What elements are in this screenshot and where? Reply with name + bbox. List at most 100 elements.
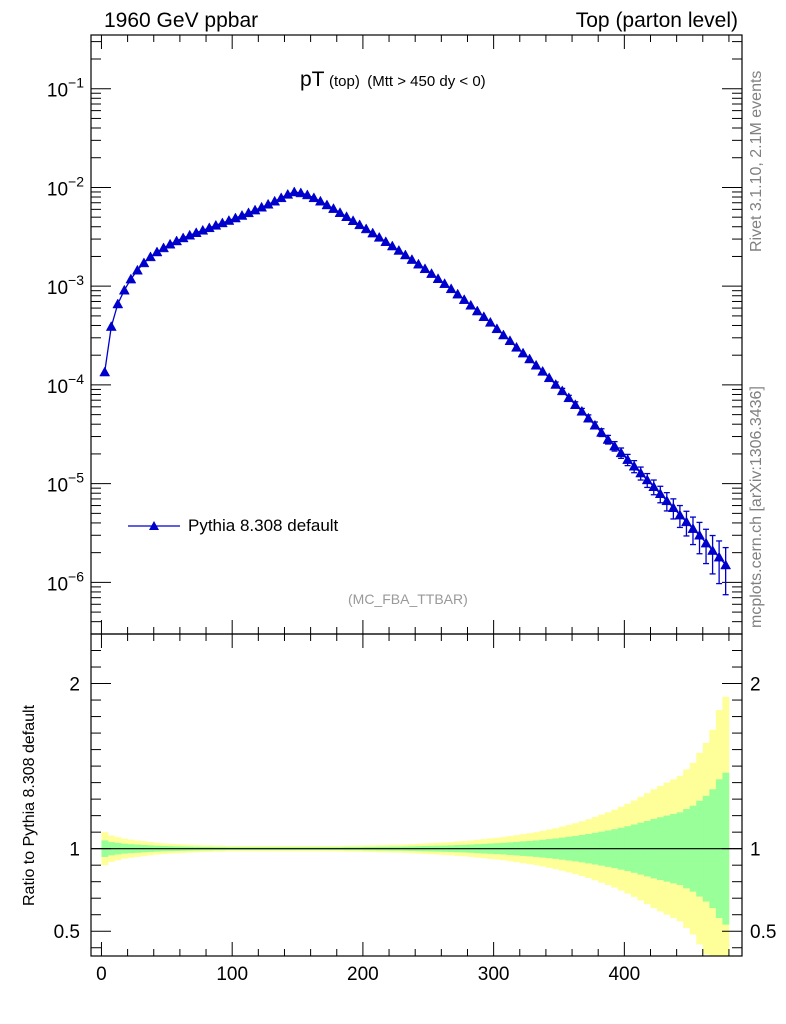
data-point [648, 481, 660, 492]
data-point [465, 299, 477, 310]
data-point [491, 323, 503, 334]
data-point [360, 223, 372, 234]
data-point [622, 454, 634, 464]
data-point [373, 231, 385, 242]
data-point [524, 353, 535, 364]
data-point [569, 399, 581, 409]
data-point [537, 365, 549, 376]
data-point [543, 372, 555, 383]
data-point [321, 199, 333, 210]
data-point [687, 523, 699, 533]
data-point [386, 240, 398, 251]
data-point [563, 392, 575, 403]
data-point [367, 227, 379, 238]
data-point [674, 509, 686, 520]
ratio-y-tick-label: 2 [69, 675, 80, 696]
data-point [406, 254, 418, 264]
ratio-x-tick-label: 100 [216, 964, 248, 985]
data-point [511, 341, 522, 352]
main-y-tick-label: 10−6 [47, 568, 84, 595]
ratio-plot: 0 100 200 300 400 0.5 0.5 1 1 2 2 [54, 633, 776, 985]
plot-title-sub1: (top) [328, 73, 360, 90]
series-line [104, 191, 727, 566]
data-point [576, 405, 588, 416]
data-point [707, 545, 719, 555]
data-point [654, 488, 666, 499]
data-point [288, 186, 300, 197]
ratio-x-tick-label: 0 [96, 964, 107, 985]
data-point [131, 264, 143, 275]
data-point [484, 316, 496, 327]
legend-marker [149, 521, 159, 530]
data-point [602, 433, 614, 444]
data-point [380, 236, 392, 246]
main-frame [90, 34, 743, 635]
data-point [341, 211, 352, 221]
data-point [413, 258, 424, 269]
ratio-y-tick-label-right: 0.5 [750, 922, 776, 943]
data-point [667, 502, 679, 512]
data-point [393, 244, 405, 255]
data-point [314, 195, 326, 206]
legend-label: Pythia 8.308 default [188, 516, 339, 535]
ratio-y-axis-label: Ratio to Pythia 8.308 default [21, 704, 38, 906]
data-point [635, 467, 647, 478]
plot-title-main: pT [300, 68, 325, 91]
data-point [334, 207, 346, 217]
data-point [458, 294, 470, 304]
data-point [432, 273, 444, 283]
data-point [504, 335, 516, 346]
main-plot: 10−6 10−5 10−4 10−3 10−2 10−1 [47, 34, 743, 635]
data-point [347, 215, 359, 225]
data-point [295, 187, 307, 198]
ratio-x-tick-label: 200 [347, 964, 379, 985]
data-point [426, 268, 437, 278]
data-point [517, 347, 529, 358]
data-point [328, 203, 339, 213]
data-point [138, 257, 150, 268]
data-point [582, 412, 594, 423]
data-point [556, 385, 568, 396]
header-right: Top (parton level) [575, 9, 738, 32]
data-point [399, 249, 411, 260]
plot-title: pT (top) (Mtt > 450 dy < 0) [300, 68, 486, 92]
data-point [419, 263, 431, 274]
data-point [530, 359, 542, 370]
ratio-y-tick-label: 0.5 [54, 922, 80, 943]
main-y-tick-label: 10−5 [47, 470, 84, 497]
ratio-x-tick-label: 300 [478, 964, 510, 985]
data-point [439, 278, 451, 288]
data-point [713, 551, 725, 562]
main-y-tick-label: 10−3 [47, 272, 84, 299]
data-point [700, 537, 712, 548]
data-point [615, 447, 627, 458]
ratio-y-tick-label-right: 2 [750, 675, 761, 696]
main-y-tick-label: 10−1 [47, 75, 84, 102]
data-point [354, 219, 366, 230]
data-point [661, 495, 673, 506]
ratio-y-tick-label: 1 [69, 840, 80, 861]
data-point [478, 311, 490, 322]
data-point [118, 284, 130, 295]
ratio-x-tick-label: 400 [608, 964, 640, 985]
data-point [628, 460, 640, 471]
mcplots-label: mcplots.cern.ch [arXiv:1306.3436] [748, 386, 765, 628]
analysis-tag: (MC_FBA_TTBAR) [348, 591, 468, 607]
data-point [641, 474, 653, 485]
data-point [589, 419, 601, 430]
data-point [125, 273, 137, 284]
data-point [99, 366, 111, 377]
data-point [145, 251, 156, 262]
data-point [681, 516, 692, 527]
data-point [498, 329, 509, 340]
header-left: 1960 GeV ppbar [104, 9, 259, 32]
rivet-label: Rivet 3.1.10, 2.1M events [748, 70, 765, 252]
data-point [471, 305, 483, 316]
plot-title-sub2: (Mtt > 450 dy < 0) [367, 73, 486, 90]
data-point [445, 283, 457, 294]
data-point [609, 440, 620, 451]
main-y-tick-label: 10−2 [47, 173, 84, 200]
ratio-frame [90, 633, 743, 957]
data-point [112, 298, 124, 309]
